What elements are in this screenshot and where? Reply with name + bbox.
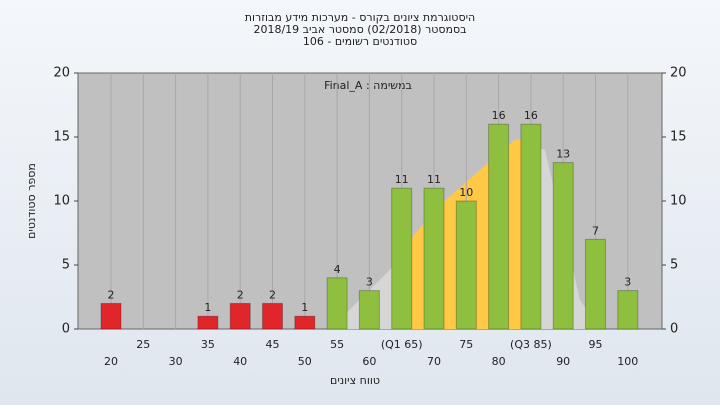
x-tick-label: 50: [298, 355, 312, 368]
x-tick-label: 40: [233, 355, 247, 368]
data-label: 16: [524, 109, 538, 122]
data-label: 4: [334, 263, 341, 276]
bar: [552, 162, 574, 330]
bar: [488, 123, 510, 330]
bar: [391, 187, 413, 330]
x-tick-label: 30: [169, 355, 183, 368]
y2-tick-label: 20: [670, 66, 687, 81]
y-tick-label: 5: [62, 258, 70, 273]
y-tick-label: 20: [53, 66, 70, 81]
x-tick-label: 35: [201, 338, 215, 351]
data-label: 3: [366, 276, 373, 289]
data-label: 13: [556, 148, 570, 161]
y-tick-label: 0: [62, 322, 70, 337]
x-tick-label: 95: [589, 338, 603, 351]
bar: [423, 187, 445, 330]
bar: [262, 302, 283, 330]
data-label: 2: [108, 288, 115, 301]
data-label: 11: [427, 173, 441, 186]
data-label: 2: [237, 288, 244, 301]
y2-tick-label: 10: [670, 194, 687, 209]
x-tick-label: 55: [330, 338, 344, 351]
bar: [100, 302, 122, 330]
x-tick-label: (Q3 85): [510, 338, 552, 351]
data-label: 3: [624, 276, 631, 289]
x-axis-label: טווח ציונים: [330, 374, 380, 387]
bar: [294, 315, 316, 330]
y-tick-label: 10: [53, 194, 70, 209]
y2-tick-label: 5: [670, 258, 678, 273]
bar: [229, 302, 251, 330]
chart-title: היסטוגרמת ציונים בקורס - מערכות מידע מבו…: [245, 11, 475, 24]
bar: [197, 315, 219, 330]
data-label: 2: [269, 288, 276, 301]
y2-tick-label: 15: [670, 130, 687, 145]
x-tick-label: 90: [556, 355, 570, 368]
x-tick-label: 60: [362, 355, 376, 368]
data-label: 10: [459, 186, 473, 199]
data-label: 7: [592, 224, 599, 237]
bar: [358, 290, 380, 330]
data-label: 1: [301, 301, 308, 314]
data-label: 11: [395, 173, 409, 186]
x-tick-label: 100: [617, 355, 638, 368]
chart-subtitle: בסמסטר (02/2018) סמסטר אביב 2018/19: [253, 23, 466, 36]
bar: [617, 290, 639, 330]
x-tick-label: (Q1 65): [381, 338, 423, 351]
y2-tick-label: 0: [670, 322, 678, 337]
bar: [520, 123, 542, 330]
y-axis-label: מספר סטודנטים: [25, 163, 38, 239]
chart-subtitle: סטודנטים רשומים - 106: [303, 35, 417, 48]
annotation: Final_A : במשימה: [324, 79, 412, 92]
x-tick-label: 80: [492, 355, 506, 368]
x-tick-label: 20: [104, 355, 118, 368]
bar: [455, 200, 477, 330]
bar: [585, 238, 606, 330]
x-tick-label: 25: [136, 338, 150, 351]
x-tick-label: 70: [427, 355, 441, 368]
data-label: 1: [204, 301, 211, 314]
bar: [326, 277, 348, 330]
x-tick-label: 75: [459, 338, 473, 351]
data-label: 16: [492, 109, 506, 122]
x-tick-label: 45: [266, 338, 280, 351]
y-tick-label: 15: [53, 130, 70, 145]
